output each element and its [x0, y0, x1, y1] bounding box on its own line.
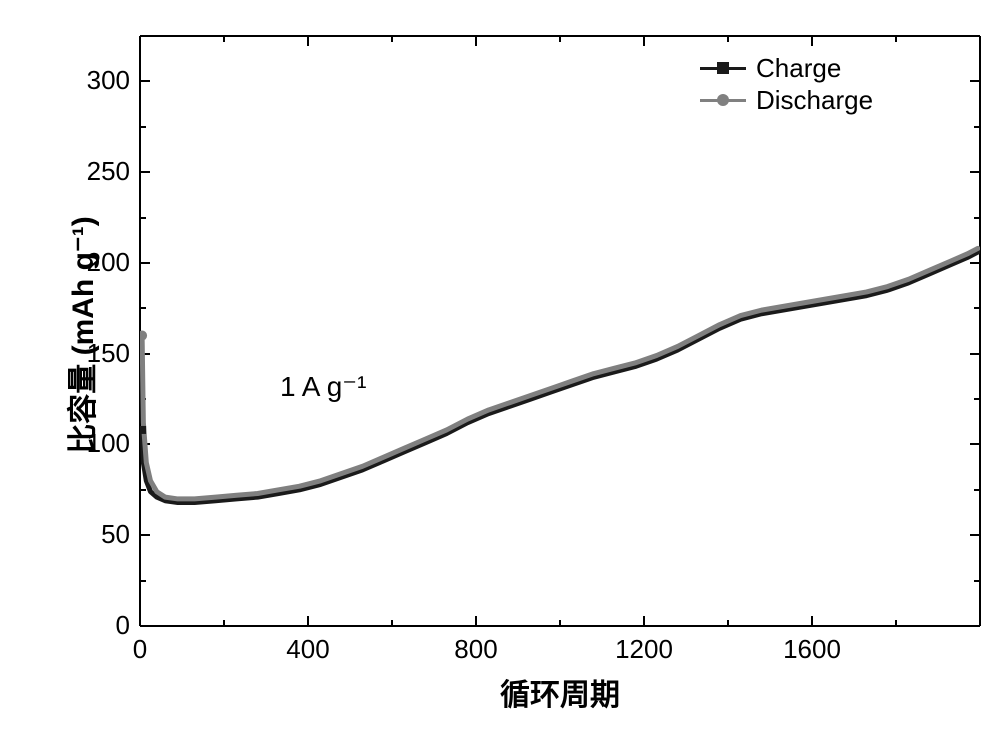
discharge-line: [142, 248, 978, 499]
charge-first-marker: [138, 426, 146, 434]
cycling-capacity-chart: 040080012001600050100150200250300 比容量 (m…: [0, 0, 1000, 732]
legend-marker-icon: [717, 94, 729, 106]
legend-line-icon: [700, 67, 746, 70]
discharge-first-marker: [137, 331, 147, 341]
legend-label: Discharge: [756, 85, 873, 116]
legend: ChargeDischarge: [700, 52, 873, 116]
legend-label: Charge: [756, 53, 841, 84]
charge-line: [142, 252, 978, 503]
current-density-annotation: 1 A g⁻¹: [280, 370, 366, 403]
legend-item-charge: Charge: [700, 52, 873, 84]
legend-marker-icon: [717, 62, 729, 74]
legend-line-icon: [700, 99, 746, 102]
legend-item-discharge: Discharge: [700, 84, 873, 116]
